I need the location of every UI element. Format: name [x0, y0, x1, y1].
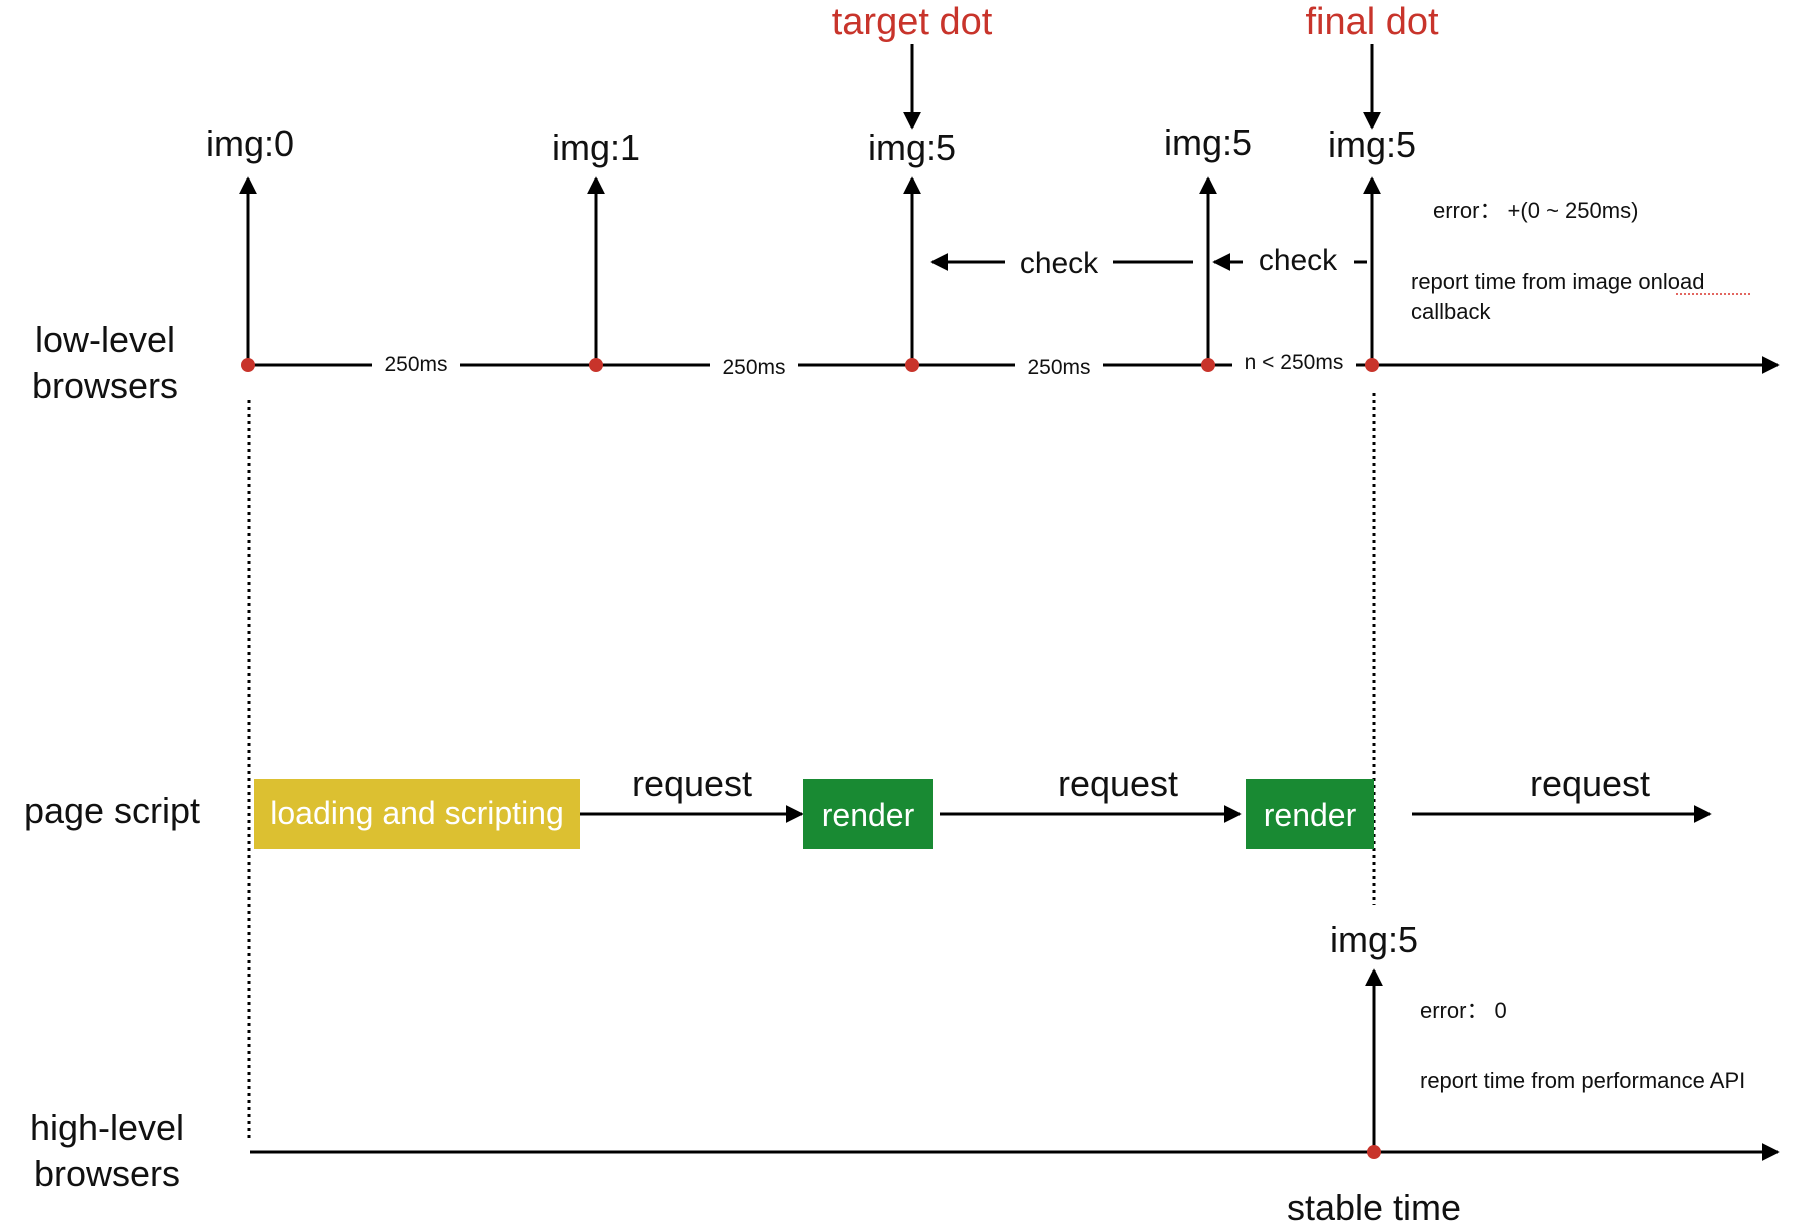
- step-box-loading: [254, 779, 580, 849]
- row-label-high-level-line1: high-level: [30, 1107, 184, 1148]
- interval-label-1: 250ms: [722, 356, 785, 379]
- event-label-2: img:5: [868, 127, 956, 168]
- row-label-low-level-line1: low-level: [35, 319, 175, 360]
- timeline-dot-0: [241, 358, 255, 372]
- step-label-render-1: render: [822, 797, 915, 833]
- low-level-report-note-line2: callback: [1411, 299, 1491, 324]
- high-level-dot: [1367, 1145, 1381, 1159]
- interval-label-0: 250ms: [384, 353, 447, 376]
- timeline-dot-1: [589, 358, 603, 372]
- request-label-3: request: [1530, 763, 1650, 804]
- event-label-1: img:1: [552, 127, 640, 168]
- timeline-dot-4: [1365, 358, 1379, 372]
- interval-label-2: 250ms: [1027, 356, 1090, 379]
- step-box-render-1: [803, 779, 933, 849]
- interval-label-3: n < 250ms: [1245, 351, 1344, 374]
- event-label-4: img:5: [1328, 124, 1416, 165]
- high-level-report-note: report time from performance API: [1420, 1068, 1745, 1093]
- high-level-error-note: error： 0: [1420, 998, 1507, 1023]
- check-label-2: check: [1259, 244, 1338, 277]
- request-label-2: request: [1058, 763, 1178, 804]
- low-level-report-note-line1: report time from image onload: [1411, 269, 1704, 294]
- annotation-final-dot: final dot: [1305, 1, 1439, 43]
- low-level-error-note: error： +(0 ~ 250ms): [1433, 198, 1638, 223]
- row-label-page-script: page script: [24, 790, 200, 831]
- step-label-loading: loading and scripting: [270, 795, 564, 831]
- step-label-render-2: render: [1264, 797, 1357, 833]
- row-label-high-level-line2: browsers: [34, 1153, 180, 1194]
- timeline-dot-3: [1201, 358, 1215, 372]
- interval-label-bg-0: [372, 350, 460, 378]
- request-label-1: request: [632, 763, 752, 804]
- step-box-render-2: [1246, 779, 1374, 849]
- event-label-3: img:5: [1164, 122, 1252, 163]
- row-label-low-level-line2: browsers: [32, 365, 178, 406]
- interval-label-bg-1: [710, 353, 798, 381]
- timeline-dot-2: [905, 358, 919, 372]
- annotation-target-dot: target dot: [832, 1, 993, 43]
- check-label-1: check: [1020, 247, 1099, 280]
- event-label-0: img:0: [206, 123, 294, 164]
- interval-label-bg-2: [1015, 353, 1103, 381]
- high-level-event-label: img:5: [1330, 919, 1418, 960]
- stable-time-label: stable time: [1287, 1187, 1461, 1228]
- interval-label-bg-3: [1232, 348, 1356, 376]
